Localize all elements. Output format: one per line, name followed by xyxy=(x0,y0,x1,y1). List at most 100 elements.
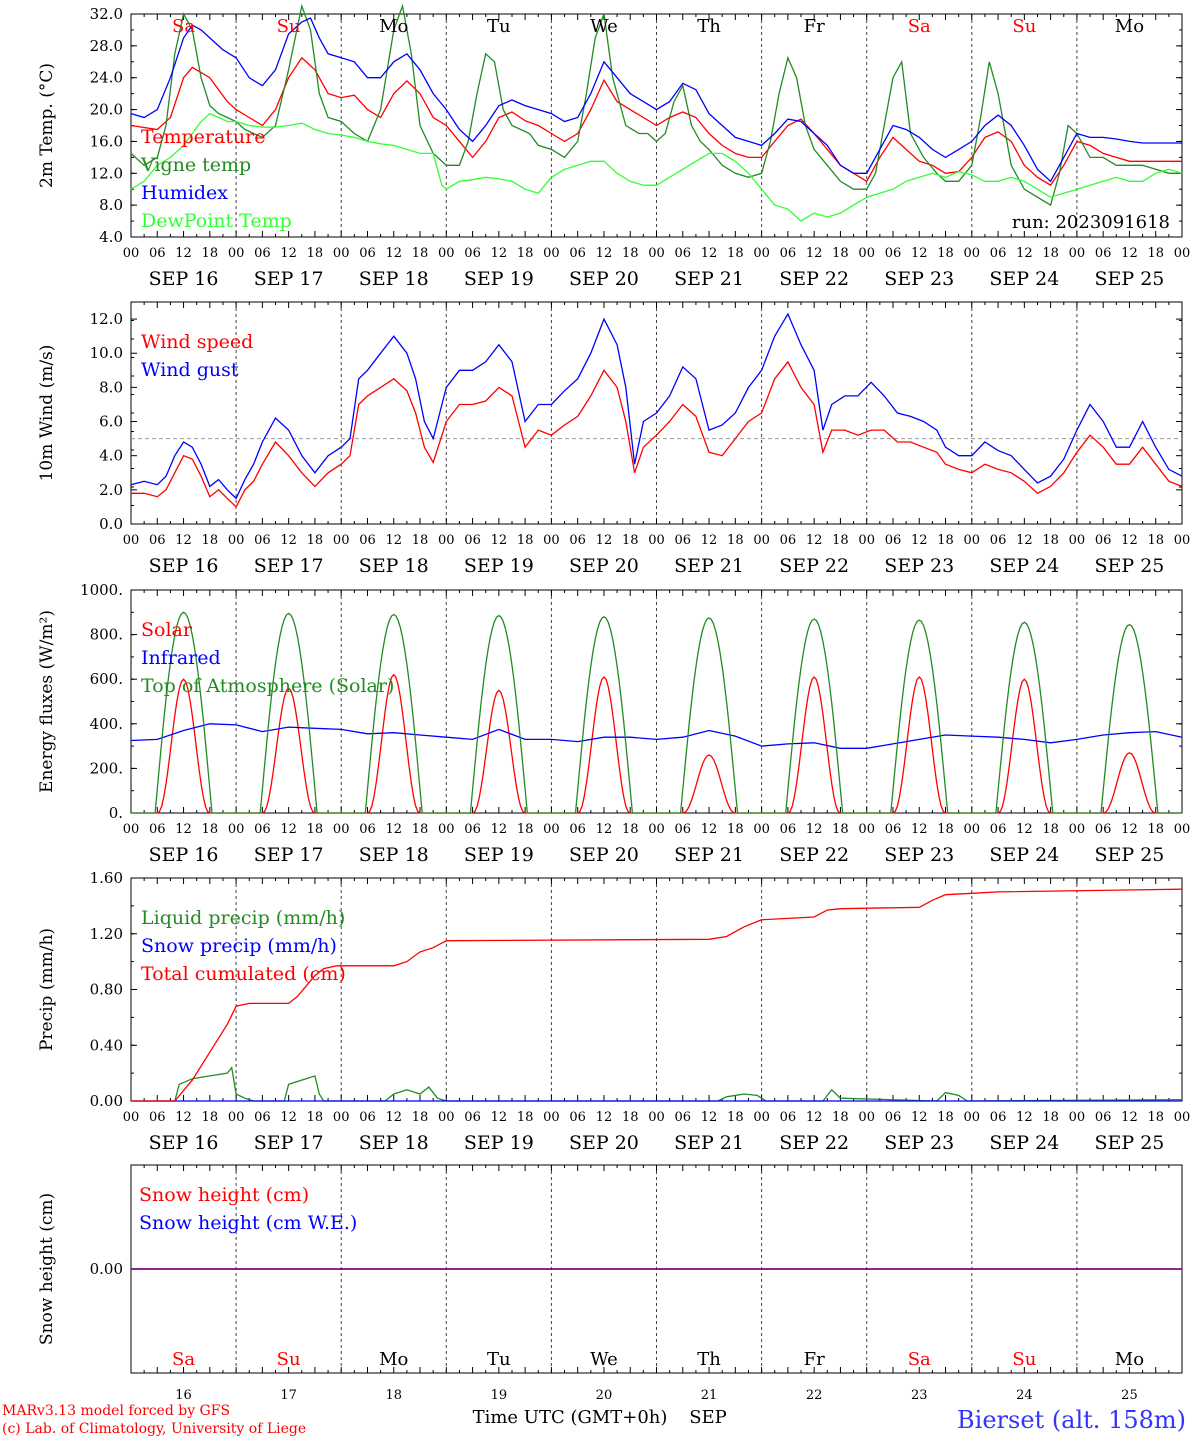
hour-tick-label: 12 xyxy=(1121,246,1138,261)
hour-tick-label: 18 xyxy=(202,1110,219,1125)
hour-tick-label: 12 xyxy=(385,533,402,548)
hour-tick-label: 18 xyxy=(517,533,534,548)
day-number: 17 xyxy=(280,1388,297,1403)
y-tick-label: 28.0 xyxy=(90,37,123,55)
hour-tick-label: 12 xyxy=(491,533,508,548)
model-credit: MARv3.13 model forced by GFS xyxy=(2,1403,231,1419)
hour-tick-label: 06 xyxy=(990,1110,1007,1125)
day-number: 16 xyxy=(175,1388,192,1403)
y-axis-label: Snow height (cm) xyxy=(37,1193,57,1345)
hour-tick-label: 18 xyxy=(937,1110,954,1125)
hour-tick-label: 06 xyxy=(780,533,797,548)
hour-tick-label: 06 xyxy=(149,1110,166,1125)
day-name: We xyxy=(590,1349,618,1370)
hour-tick-label: 18 xyxy=(622,533,639,548)
hour-tick-label: 18 xyxy=(832,246,849,261)
hour-tick-label: 18 xyxy=(1147,822,1164,837)
hour-tick-label: 12 xyxy=(385,822,402,837)
hour-tick-label: 18 xyxy=(622,1110,639,1125)
y-tick-label: 1.20 xyxy=(90,925,123,943)
date-label: SEP 18 xyxy=(359,1132,429,1154)
date-label: SEP 22 xyxy=(779,1132,849,1154)
chart-panel-1: 32.0 28.0 24.0 20.0 16.0 12.0 8.0 4.0 2m Temp. (… xyxy=(37,3,1191,290)
date-label: SEP 19 xyxy=(464,1132,534,1154)
day-name: Tu xyxy=(487,1349,511,1370)
hour-tick-label: 18 xyxy=(1147,533,1164,548)
day-name: Su xyxy=(1012,1349,1036,1370)
day-name: Mo xyxy=(379,1349,408,1370)
day-number: 24 xyxy=(1016,1388,1033,1403)
date-label: SEP 18 xyxy=(359,844,429,866)
hour-tick-label: 06 xyxy=(1095,822,1112,837)
hour-tick-label: 12 xyxy=(806,246,823,261)
legend-entry: Liquid precip (mm/h) xyxy=(141,907,345,929)
legend-entry: Top of Atmosphere (Solar) xyxy=(141,675,394,697)
date-label: SEP 18 xyxy=(359,555,429,577)
hour-tick-label: 18 xyxy=(832,1110,849,1125)
hour-tick-label: 06 xyxy=(990,533,1007,548)
hour-tick-label: 18 xyxy=(307,533,324,548)
y-tick-label: 8.0 xyxy=(99,196,123,214)
date-label: SEP 21 xyxy=(674,844,744,866)
legend-entry: Wind speed xyxy=(141,331,253,353)
y-tick-label: 16.0 xyxy=(90,132,123,150)
date-label: SEP 19 xyxy=(464,268,534,290)
hour-tick-label: 12 xyxy=(491,246,508,261)
date-label: SEP 25 xyxy=(1095,268,1165,290)
hour-tick-label: 12 xyxy=(280,822,297,837)
chart-panel-3: 1000. 800. 600. 400. 200. 0. Energy fluxes (W/… xyxy=(37,581,1190,866)
hour-tick-label: 06 xyxy=(254,246,271,261)
day-name: Su xyxy=(277,16,301,37)
hour-tick-label: 06 xyxy=(569,246,586,261)
hour-tick-label: 06 xyxy=(1095,246,1112,261)
chart-panel-4: 1.60 1.20 0.80 0.40 0.00 Precip (mm/h) Liquid … xyxy=(37,869,1190,1154)
hour-tick-label: 00 xyxy=(753,246,770,261)
hour-tick-label: 06 xyxy=(359,246,376,261)
hour-tick-label: 12 xyxy=(911,246,928,261)
series-line xyxy=(130,112,1183,222)
date-label: SEP 20 xyxy=(569,1132,639,1154)
hour-tick-label: 18 xyxy=(202,533,219,548)
hour-tick-label: 00 xyxy=(648,533,665,548)
day-number: 21 xyxy=(701,1388,718,1403)
hour-tick-label: 12 xyxy=(701,1110,718,1125)
y-tick-label: 20.0 xyxy=(90,101,123,119)
legend-entry: Snow precip (mm/h) xyxy=(141,935,337,957)
date-label: SEP 20 xyxy=(569,844,639,866)
date-label: SEP 17 xyxy=(254,268,324,290)
hour-tick-label: 12 xyxy=(1121,1110,1138,1125)
y-axis-label: Precip (mm/h) xyxy=(37,928,57,1051)
hour-tick-label: 06 xyxy=(780,822,797,837)
hour-tick-label: 00 xyxy=(964,822,981,837)
series-line xyxy=(131,611,1182,814)
hour-tick-label: 00 xyxy=(123,822,140,837)
series-line xyxy=(131,1065,1183,1102)
hour-tick-label: 06 xyxy=(675,822,692,837)
date-label: SEP 22 xyxy=(779,268,849,290)
day-number: 25 xyxy=(1121,1388,1138,1403)
hour-tick-label: 12 xyxy=(911,822,928,837)
y-tick-label: 0.00 xyxy=(90,1092,123,1110)
hour-tick-label: 06 xyxy=(675,246,692,261)
y-tick-label: 32.0 xyxy=(90,5,123,23)
hour-tick-label: 06 xyxy=(885,1110,902,1125)
series-line xyxy=(130,723,1183,749)
x-axis-month: SEP xyxy=(689,1407,727,1428)
series-line xyxy=(130,56,1182,187)
hour-tick-label: 00 xyxy=(858,822,875,837)
hour-tick-label: 00 xyxy=(1174,246,1191,261)
hour-tick-label: 18 xyxy=(622,822,639,837)
legend-entry: Temperature xyxy=(141,126,265,148)
date-label: SEP 20 xyxy=(569,268,639,290)
hour-tick-label: 00 xyxy=(753,533,770,548)
hour-tick-label: 18 xyxy=(937,822,954,837)
hour-tick-label: 06 xyxy=(569,1110,586,1125)
hour-tick-label: 00 xyxy=(964,1110,981,1125)
day-number: 18 xyxy=(385,1388,402,1403)
day-name: Fr xyxy=(804,1349,825,1370)
hour-tick-label: 12 xyxy=(1016,533,1033,548)
hour-tick-label: 06 xyxy=(254,1110,271,1125)
hour-tick-label: 12 xyxy=(806,822,823,837)
hour-tick-label: 12 xyxy=(1121,533,1138,548)
date-label: SEP 16 xyxy=(149,555,219,577)
